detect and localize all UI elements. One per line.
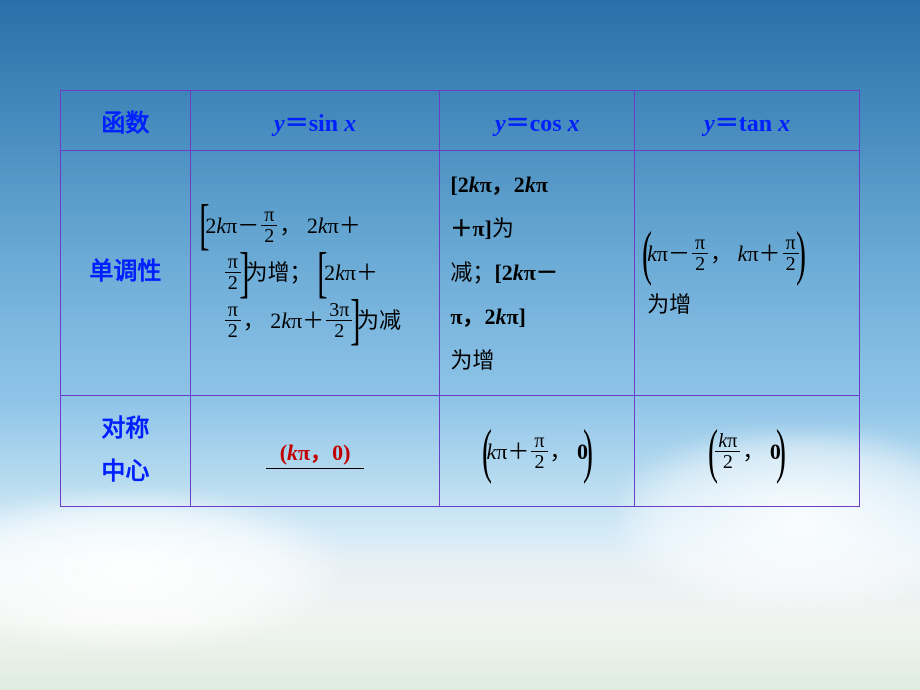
cos-symmetry-center-cell: ( kπ＋π2， 0 ) (440, 396, 635, 507)
header-row: 函数 y＝sin x y＝cos x y＝tan x (61, 91, 860, 151)
tan-monotonicity-cell: ( kπ－π2， kπ＋π2 ) 为增 (635, 151, 860, 396)
sin-monotonicity-cell: [ 2kπ－π2， 2kπ＋ π2 ] 为增； [ 2kπ＋ π2， 2kπ＋3… (190, 151, 440, 396)
sin-center-answer: (kπ，0) (266, 440, 365, 469)
sin-symmetry-center-cell: (kπ，0) (190, 396, 440, 507)
monotonicity-label: 单调性 (61, 151, 191, 396)
header-cos: y＝cos x (440, 91, 635, 151)
tan-symmetry-center-cell: ( kπ2， 0 ) (635, 396, 860, 507)
header-sin: y＝sin x (190, 91, 440, 151)
header-function: 函数 (61, 91, 191, 151)
symmetry-center-row: 对称 中心 (kπ，0) ( kπ＋π2， 0 ) ( kπ2， 0 ) (61, 396, 860, 507)
trig-properties-table: 函数 y＝sin x y＝cos x y＝tan x 单调性 [ 2kπ－π2，… (60, 90, 860, 507)
symmetry-center-label: 对称 中心 (61, 396, 191, 507)
cos-monotonicity-cell: [2kπ，2kπ ＋π]为 减；[2kπ－ π，2kπ] 为增 (440, 151, 635, 396)
header-tan: y＝tan x (635, 91, 860, 151)
monotonicity-row: 单调性 [ 2kπ－π2， 2kπ＋ π2 ] 为增； [ 2kπ＋ π2， 2… (61, 151, 860, 396)
